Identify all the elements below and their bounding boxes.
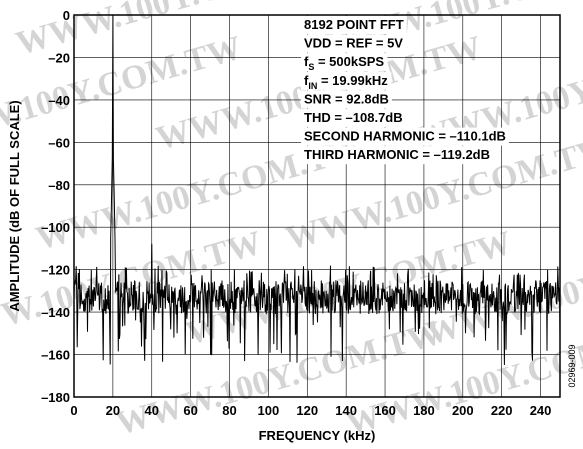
annotation-bg	[301, 34, 407, 53]
y-tick-label: –80	[48, 178, 70, 193]
x-tick-label: 240	[530, 403, 552, 418]
x-tick-label: 140	[335, 403, 357, 418]
figure-id: 02969-009	[567, 344, 577, 387]
x-tick-label: 60	[183, 403, 197, 418]
y-tick-label: 0	[63, 8, 70, 23]
annotation-text: VDD = REF = 5V	[304, 36, 403, 51]
y-tick-label: –180	[41, 390, 70, 405]
x-tick-label: 200	[452, 403, 474, 418]
y-tick-label: –120	[41, 263, 70, 278]
x-tick-label: 40	[145, 403, 159, 418]
annotation-bg	[301, 127, 509, 146]
x-tick-label: 180	[413, 403, 435, 418]
annotation-layer: 8192 POINT FFT VDD = REF = 5V fS = 500kSPS…	[301, 16, 509, 165]
x-axis-title: FREQUENCY (kHz)	[259, 428, 376, 443]
y-tick-label: –40	[48, 93, 70, 108]
annotation-text: SNR = 92.8dB	[304, 91, 389, 106]
y-tick-label: –140	[41, 305, 70, 320]
x-tick-label: 80	[222, 403, 236, 418]
annotation-text: SECOND HARMONIC = –110.1dB	[304, 129, 506, 144]
y-axis-title: AMPLITUDE (dB OF FULL SCALE)	[7, 100, 22, 311]
trace-layer	[73, 14, 561, 366]
annotation-text: 8192 POINT FFT	[304, 17, 404, 32]
annotation-bg	[301, 109, 406, 127]
fft-trace	[73, 14, 561, 366]
x-tick-label: 20	[106, 403, 120, 418]
y-tick-label: –20	[48, 50, 70, 65]
y-tick-label: –60	[48, 135, 70, 150]
annotation-bg	[301, 90, 392, 109]
annotation-text: fIN = 19.99kHz	[304, 73, 388, 91]
x-tick-label: 160	[374, 403, 396, 418]
annotation-text: THIRD HARMONIC = –119.2dB	[304, 147, 490, 162]
annotation-bg	[301, 16, 407, 34]
x-tick-label: 120	[296, 403, 318, 418]
x-tick-label: 100	[258, 403, 280, 418]
annotation-bg	[301, 53, 388, 72]
annotation-bg	[301, 71, 392, 90]
annotation-bg	[301, 146, 494, 165]
axis-title-layer: FREQUENCY (kHz) AMPLITUDE (dB OF FULL SC…	[7, 100, 375, 443]
plot-frame	[73, 14, 561, 398]
annotation-text: THD = –108.7dB	[304, 110, 403, 125]
y-tick-label: –100	[41, 220, 70, 235]
x-tick-label: 220	[491, 403, 513, 418]
annotation-text: fS = 500kSPS	[304, 54, 384, 72]
x-tick-label: 0	[70, 403, 77, 418]
tick-layer: 0 20 40 60 80 100 120 140 160 180 200 220 240 0 –20 –40…	[41, 8, 551, 418]
y-tick-label: –160	[41, 348, 70, 363]
